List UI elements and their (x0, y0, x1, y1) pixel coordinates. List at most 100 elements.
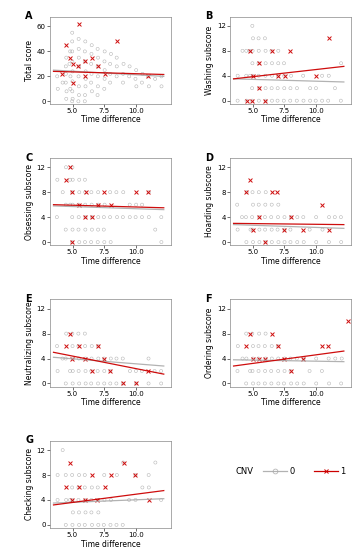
Point (319, 72, 325, 80)
Point (262, 238, 268, 246)
Point (247, 175, 252, 184)
Point (63, 483, 69, 492)
Point (95, 72, 101, 81)
Point (64, 53, 69, 62)
Point (63, 41, 69, 50)
Point (256, 188, 262, 196)
Point (235, 225, 240, 234)
Point (326, 342, 331, 350)
Point (262, 342, 268, 350)
Point (146, 82, 152, 91)
Point (269, 238, 275, 246)
Point (95, 62, 101, 71)
Point (108, 520, 113, 529)
Point (326, 354, 332, 363)
Point (269, 84, 274, 92)
Point (108, 50, 114, 58)
Point (250, 59, 255, 68)
Point (76, 91, 82, 100)
Point (82, 188, 88, 196)
Point (120, 379, 126, 388)
Point (262, 367, 268, 376)
Point (301, 96, 306, 105)
Point (256, 329, 262, 338)
Point (262, 379, 268, 388)
Point (139, 200, 145, 209)
Point (288, 238, 293, 246)
Point (127, 200, 132, 209)
Y-axis label: Total score: Total score (25, 40, 34, 81)
Point (250, 72, 256, 80)
Point (256, 367, 261, 376)
Y-axis label: Ordering subscore: Ordering subscore (205, 308, 214, 378)
Point (268, 379, 274, 388)
Point (88, 238, 94, 246)
Point (63, 379, 69, 388)
Point (95, 238, 100, 246)
Point (288, 213, 294, 222)
Point (89, 225, 95, 234)
Point (70, 67, 75, 76)
Point (114, 72, 120, 81)
Point (332, 84, 338, 92)
Point (319, 96, 325, 105)
Point (89, 213, 95, 222)
Point (101, 213, 107, 222)
Point (281, 225, 286, 234)
Point (244, 188, 249, 196)
Point (114, 213, 120, 222)
Point (70, 520, 75, 529)
Point (288, 46, 293, 55)
Point (256, 46, 262, 55)
Point (288, 96, 293, 105)
Point (70, 175, 76, 184)
Point (133, 188, 139, 196)
Point (140, 69, 145, 78)
Point (95, 342, 101, 350)
Point (82, 37, 88, 46)
Point (133, 200, 139, 209)
Point (269, 342, 274, 350)
Point (70, 188, 75, 196)
Point (146, 483, 152, 492)
Point (244, 329, 249, 338)
Point (114, 471, 120, 480)
Point (247, 329, 252, 338)
Point (243, 342, 249, 350)
Point (63, 175, 69, 184)
Point (294, 96, 300, 105)
Point (158, 379, 164, 388)
Point (275, 238, 281, 246)
Point (244, 188, 250, 196)
Point (95, 354, 101, 363)
Point (244, 96, 250, 105)
Point (275, 72, 280, 80)
Point (250, 21, 255, 30)
Point (76, 200, 81, 209)
Point (114, 188, 119, 196)
Point (102, 84, 107, 93)
Point (108, 471, 113, 480)
X-axis label: Time difference: Time difference (261, 257, 321, 266)
Point (153, 458, 158, 467)
Point (338, 213, 344, 222)
Point (256, 59, 262, 68)
Point (76, 225, 81, 234)
Point (63, 163, 69, 172)
Point (244, 354, 249, 363)
Point (250, 96, 255, 105)
Point (55, 471, 60, 480)
Text: A: A (25, 11, 33, 21)
Point (281, 96, 286, 105)
Point (102, 65, 108, 74)
Point (107, 213, 113, 222)
Point (319, 342, 325, 350)
Point (263, 96, 268, 105)
Point (133, 367, 139, 376)
Point (146, 188, 152, 196)
Point (60, 188, 66, 196)
Point (120, 78, 126, 87)
Point (114, 62, 120, 71)
Point (70, 342, 75, 350)
Point (269, 72, 275, 80)
